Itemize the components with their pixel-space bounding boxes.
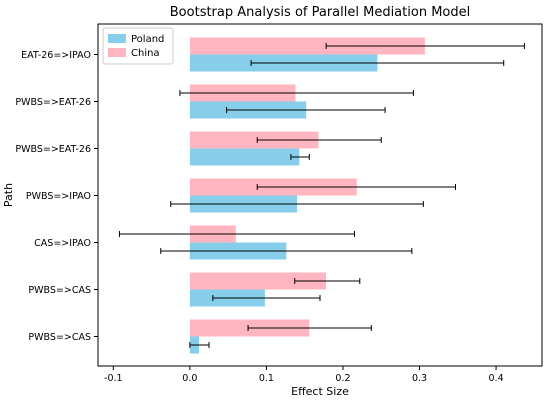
x-tick-label: 0.0 [182, 373, 197, 384]
y-tick-label: PWBS=>CAS [28, 285, 91, 296]
y-axis-ticks: EAT-26=>IPAO PWBS=>EAT-26 PWBS=>EAT-26 PWBS… [15, 50, 98, 343]
x-tick-label: 0.1 [259, 373, 274, 384]
bar-china-2 [189, 131, 319, 149]
x-axis-label: Effect Size [291, 385, 349, 398]
legend: Poland China [102, 27, 174, 65]
x-tick-label: -0.1 [104, 373, 123, 384]
bar-china-5 [189, 272, 327, 290]
y-tick-label: PWBS=>EAT-26 [15, 144, 91, 155]
y-tick-label: EAT-26=>IPAO [21, 50, 91, 61]
bars-layer [189, 37, 425, 354]
legend-swatch-poland [108, 34, 126, 43]
x-tick-label: 0.2 [335, 373, 350, 384]
bar-poland-2 [189, 148, 300, 166]
bar-china-0 [189, 37, 425, 55]
chart-title: Bootstrap Analysis of Parallel Mediation… [170, 5, 470, 20]
error-bars-layer [118, 43, 525, 348]
x-axis-ticks: -0.1 0.0 0.1 0.2 0.3 0.4 [104, 366, 504, 384]
x-tick-label: 0.4 [489, 373, 504, 384]
legend-label-china: China [131, 48, 160, 59]
y-tick-label: PWBS=>EAT-26 [15, 97, 91, 108]
y-axis-label: Path [2, 183, 15, 207]
y-tick-label: PWBS=>IPAO [26, 191, 91, 202]
legend-swatch-china [108, 48, 126, 57]
y-tick-label: CAS=>IPAO [34, 238, 91, 249]
x-tick-label: 0.3 [412, 373, 427, 384]
legend-label-poland: Poland [131, 34, 164, 45]
y-tick-label: PWBS=>CAS [28, 332, 91, 343]
